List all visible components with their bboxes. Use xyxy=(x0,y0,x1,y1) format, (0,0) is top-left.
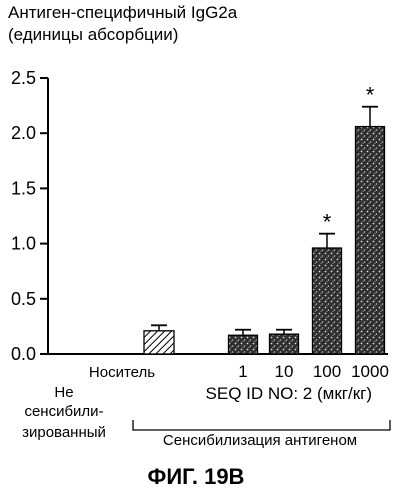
category-label-10: 10 xyxy=(275,362,294,381)
y-tick-label: 0.0 xyxy=(11,344,36,364)
bar-1 xyxy=(144,331,174,354)
bar-4 xyxy=(313,248,342,354)
bar-5 xyxy=(356,127,385,354)
y-tick-label: 2.0 xyxy=(11,123,36,143)
bars-group: ** xyxy=(144,83,385,354)
category-label-1: 1 xyxy=(238,362,247,381)
bar-2 xyxy=(229,335,258,354)
nonsensitized-label-line-2: сенсибили- xyxy=(24,403,103,420)
group-bracket xyxy=(133,420,390,430)
group-label: Сенсибилизация антигеном xyxy=(163,432,357,449)
category-label-vehicle: Носитель xyxy=(89,364,155,381)
y-axis-ticks: 0.0 0.5 1.0 1.5 2.0 2.5 xyxy=(11,68,48,364)
y-tick-label: 1.5 xyxy=(11,178,36,198)
category-label-1000: 1000 xyxy=(351,362,389,381)
bar-3 xyxy=(270,334,299,354)
y-axis-title-line-2: (единицы абсорбции) xyxy=(8,25,178,44)
significance-marker-4: * xyxy=(323,210,332,235)
y-tick-label: 1.0 xyxy=(11,234,36,254)
category-label-100: 100 xyxy=(313,362,341,381)
figure-caption: ФИГ. 19В xyxy=(148,464,245,489)
significance-marker-5: * xyxy=(366,83,375,108)
y-tick-label: 2.5 xyxy=(11,68,36,88)
nonsensitized-label-line-1: Не xyxy=(54,384,73,401)
dose-axis-label: SEQ ID NO: 2 (мкг/кг) xyxy=(206,384,372,403)
nonsensitized-label-line-3: зированный xyxy=(22,424,106,441)
y-axis-title-line-1: Антиген-специфичный IgG2a xyxy=(8,3,238,22)
y-tick-label: 0.5 xyxy=(11,289,36,309)
